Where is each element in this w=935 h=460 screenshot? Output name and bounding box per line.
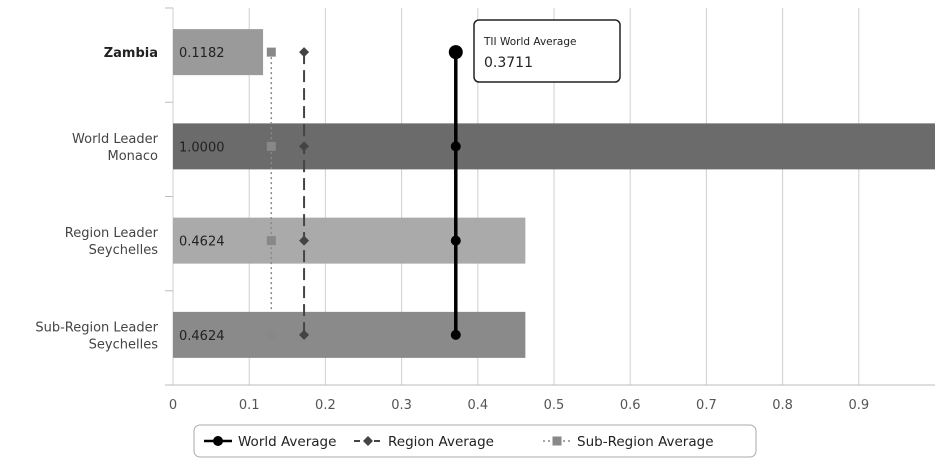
x-tick-label: 0 (169, 398, 177, 413)
marker-diamond (299, 235, 310, 246)
x-tick-label: 0.5 (544, 398, 565, 413)
marker-square (266, 47, 276, 57)
reference-line-region-average[interactable] (299, 47, 310, 340)
bar-value-label: 0.1182 (179, 46, 225, 61)
x-tick-label: 0.1 (239, 398, 260, 413)
marker-diamond (299, 329, 310, 340)
marker-diamond (299, 47, 310, 58)
legend[interactable]: World Average Region Average Sub-Region Av… (193, 424, 757, 458)
legend-label: Sub-Region Average (577, 434, 714, 450)
reference-line-world-average[interactable] (448, 45, 463, 340)
category-label: Sub-Region Leader Seychelles (35, 320, 158, 352)
category-label: World Leader Monaco (72, 132, 159, 164)
legend-label: Region Average (388, 434, 494, 450)
x-tick-label: 0.7 (696, 398, 717, 413)
marker-circle (450, 141, 461, 152)
bar-value-label: 1.0000 (179, 140, 225, 155)
category-label: Zambia (104, 46, 158, 61)
legend-box (193, 424, 757, 458)
legend-item-sub-region-average[interactable]: Sub-Region Average (543, 434, 714, 450)
x-tick-label: 0.2 (315, 398, 336, 413)
x-axis-ticks: 0 0.1 0.2 0.3 0.4 0.5 0.6 0.7 0.8 0.9 (169, 398, 869, 413)
x-tick-label: 0.3 (391, 398, 412, 413)
legend-marker (363, 436, 373, 446)
legend-item-world-average[interactable]: World Average (204, 434, 336, 450)
tooltip-value: 0.3711 (484, 55, 533, 71)
category-label: Region Leader Seychelles (65, 226, 159, 258)
tooltip: TII World Average 0.3711 (473, 19, 621, 83)
marker-diamond (299, 141, 310, 152)
x-tick-label: 0.9 (848, 398, 869, 413)
reference-line-sub-region-average[interactable] (266, 47, 276, 340)
marker-square (266, 236, 276, 246)
bar[interactable] (173, 29, 264, 76)
reference-lines (266, 45, 463, 340)
marker-circle (450, 235, 461, 246)
bar[interactable] (173, 123, 935, 170)
legend-label: World Average (238, 434, 336, 450)
x-tick-label: 0.8 (772, 398, 793, 413)
bar[interactable] (173, 217, 526, 264)
tooltip-title: TII World Average (483, 36, 577, 48)
marker-square (266, 330, 276, 340)
x-tick-label: 0.6 (620, 398, 641, 413)
legend-marker (213, 436, 223, 446)
bar[interactable] (173, 311, 526, 358)
marker-circle (450, 329, 461, 340)
tooltip-box (473, 19, 621, 83)
marker-square (266, 141, 276, 151)
marker-circle (448, 45, 463, 60)
legend-item-region-average[interactable]: Region Average (354, 434, 494, 450)
x-tick-label: 0.4 (467, 398, 488, 413)
bar-value-label: 0.4624 (179, 235, 225, 250)
category-labels: Zambia World Leader Monaco Region Leader Sey… (35, 46, 158, 352)
legend-marker (552, 436, 562, 446)
bar-value-label: 0.4624 (179, 329, 225, 344)
